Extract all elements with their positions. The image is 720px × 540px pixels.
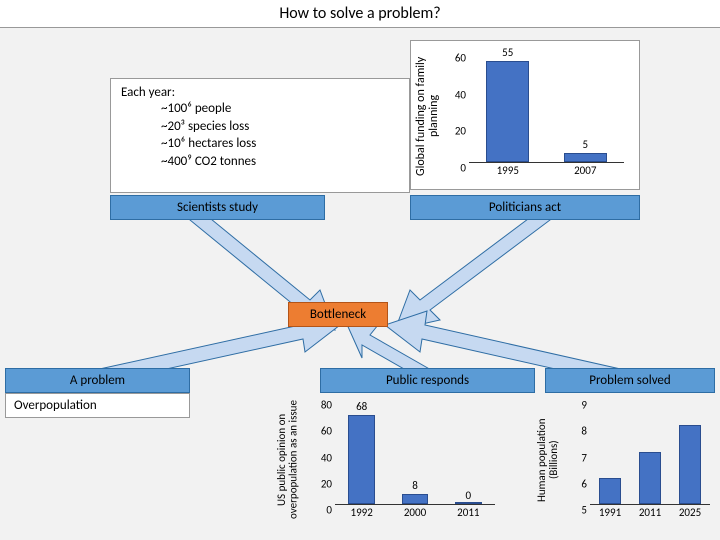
overpopulation-box: Overpopulation [5,393,190,418]
each-year-heading: Each year: [121,85,399,100]
scientists-study-label: Scientists study [110,195,325,220]
each-year-line: ~100⁶ people [161,100,399,118]
family-chart-ylabel: Global funding on family planning [415,51,445,181]
each-year-box: Each year: ~100⁶ people ~20³ species los… [110,78,410,193]
page-title: How to solve a problem? [0,0,720,28]
public-responds-label: Public responds [320,368,535,393]
a-problem-label: A problem [5,368,190,393]
each-year-line: ~20³ species loss [161,118,399,136]
bottleneck-label: Bottleneck [288,302,388,327]
problem-solved-label: Problem solved [545,368,715,393]
overpopulation-text: Overpopulation [14,398,97,413]
pop-chart-ylabel: Human population (Billions) [536,400,566,520]
each-year-line: ~400⁹ CO2 tonnes [161,153,399,171]
each-year-line: ~10⁶ hectares loss [161,135,399,153]
family-planning-chart-box: Global funding on family planning 020406… [410,40,640,190]
family-chart: 020406055199552007 [469,53,624,163]
pop-chart: 56789199120112025 [590,400,710,505]
politicians-act-label: Politicians act [410,195,640,220]
opinion-chart-ylabel: US public opinion on overpopulation as a… [276,395,310,525]
opinion-chart: 0204060806819928200002011 [335,400,495,505]
